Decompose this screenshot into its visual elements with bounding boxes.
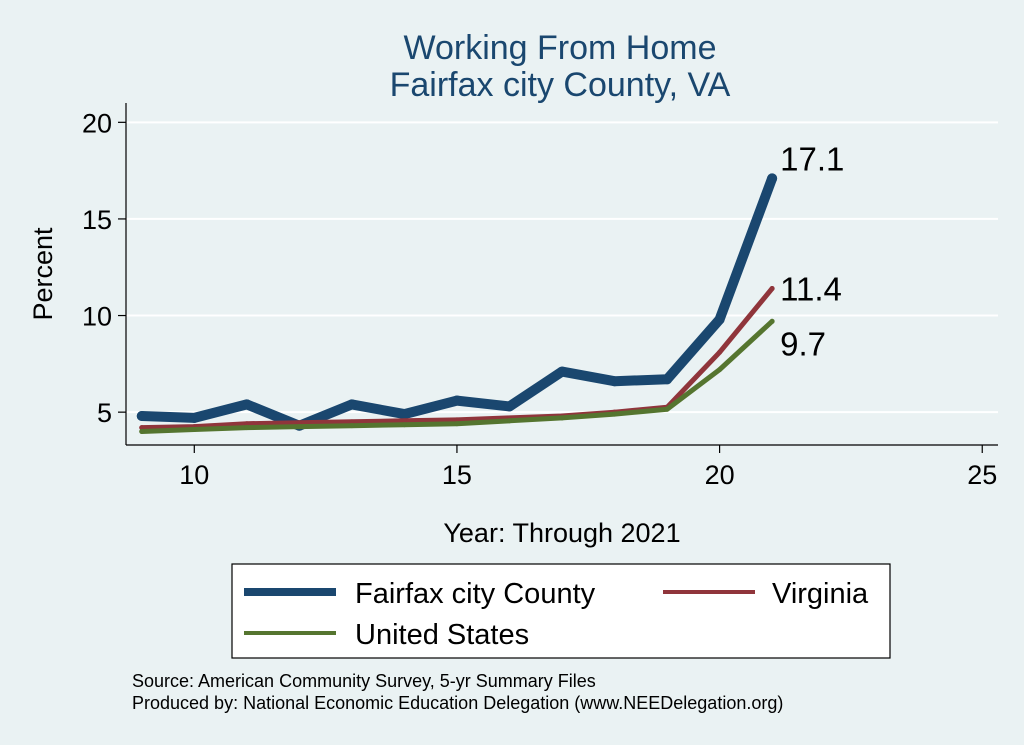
- point-united-states-12: [296, 424, 302, 430]
- point-fairfax-city-county-16: [504, 401, 515, 412]
- y-tick-label-10: 10: [82, 302, 112, 332]
- x-tick-label-10: 10: [179, 460, 209, 490]
- point-fairfax-city-county-17: [557, 366, 567, 377]
- y-tick-label-20: 20: [82, 108, 112, 138]
- x-axis-title: Year: Through 2021: [443, 518, 680, 548]
- point-united-states-19: [664, 406, 670, 412]
- point-virginia-11: [244, 421, 250, 427]
- point-fairfax-city-county-18: [609, 376, 620, 387]
- chart-title-line-2: Fairfax city County, VA: [390, 66, 731, 104]
- legend-label-united-states: United States: [355, 619, 529, 651]
- point-virginia-14: [401, 418, 407, 424]
- source-note: Source: American Community Survey, 5-yr …: [132, 671, 596, 691]
- produced-by-note: Produced by: National Economic Education…: [132, 693, 783, 713]
- point-fairfax-city-county-19: [662, 374, 673, 385]
- point-united-states-9: [139, 428, 145, 434]
- point-virginia-21: [769, 285, 775, 291]
- point-fairfax-city-county-21: [767, 173, 778, 184]
- y-axis-title: Percent: [28, 227, 58, 321]
- point-united-states-13: [349, 423, 355, 429]
- legend-box: [231, 563, 891, 659]
- point-united-states-18: [612, 411, 618, 417]
- end-label-fairfax-city-county: 17.1: [780, 140, 844, 177]
- point-fairfax-city-county-14: [399, 409, 410, 420]
- point-united-states-21: [769, 318, 775, 324]
- axes: [118, 103, 998, 453]
- legend: Fairfax city County Virginia United Stat…: [231, 563, 891, 659]
- point-united-states-16: [506, 418, 512, 424]
- legend-label-fairfax: Fairfax city County: [355, 578, 596, 610]
- y-tick-label-15: 15: [82, 205, 112, 235]
- point-united-states-20: [717, 367, 723, 373]
- point-fairfax-city-county-9: [136, 411, 147, 422]
- point-fairfax-city-county-13: [346, 399, 357, 410]
- point-united-states-15: [454, 421, 460, 427]
- point-fairfax-city-county-20: [714, 314, 725, 325]
- series-lines: [136, 173, 778, 434]
- point-united-states-11: [244, 425, 250, 431]
- point-fairfax-city-county-11: [241, 399, 252, 410]
- point-fairfax-city-county-10: [189, 412, 200, 423]
- x-tick-label-15: 15: [442, 460, 472, 490]
- plot-area: [126, 103, 998, 445]
- point-united-states-17: [559, 415, 565, 421]
- point-virginia-9: [139, 425, 145, 431]
- chart-title-line-1: Working From Home: [404, 29, 717, 67]
- tick-labels: 5 10 15 20 10 15 20 25: [82, 108, 997, 490]
- point-united-states-10: [191, 427, 197, 433]
- point-virginia-13: [349, 419, 355, 425]
- end-labels: 17.1 11.4 9.7: [780, 140, 844, 362]
- point-virginia-20: [717, 349, 723, 355]
- point-fairfax-city-county-15: [451, 395, 462, 406]
- end-label-united-states: 9.7: [780, 325, 826, 362]
- point-virginia-12: [296, 420, 302, 426]
- y-tick-label-5: 5: [97, 398, 112, 428]
- gridlines: [126, 121, 998, 414]
- x-tick-label-20: 20: [705, 460, 735, 490]
- x-tick-label-25: 25: [967, 460, 997, 490]
- point-united-states-14: [401, 422, 407, 428]
- end-label-virginia: 11.4: [780, 270, 842, 307]
- legend-label-virginia: Virginia: [772, 578, 869, 610]
